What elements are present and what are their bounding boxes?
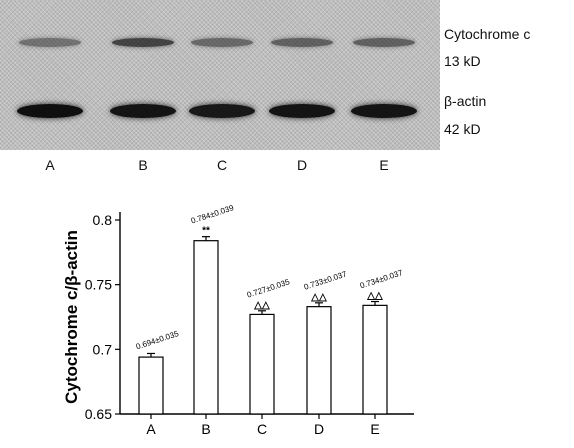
y-tick-label: 0.7: [93, 341, 113, 357]
y-axis-label: Cytochrome c/β-actin: [62, 230, 81, 404]
cytochrome-c-band: [353, 38, 415, 47]
blot-lane-label: B: [138, 157, 148, 173]
y-tick-label: 0.75: [85, 277, 112, 293]
bar: [193, 240, 219, 415]
y-tick-label: 0.65: [85, 406, 112, 422]
x-tick-label: C: [257, 421, 267, 437]
significance-marker: △△: [366, 291, 383, 302]
bar: [306, 306, 332, 415]
y-tick-label: 0.8: [93, 212, 113, 228]
x-tick-label: A: [146, 421, 156, 437]
cytochrome-c-band: [191, 38, 253, 47]
significance-marker: **: [202, 226, 210, 237]
cytochrome-c-size-label: 13 kD: [444, 53, 481, 69]
bar: [249, 313, 275, 415]
blot-lane-label: C: [216, 157, 228, 173]
beta-actin-band: [189, 104, 255, 118]
beta-actin-size-label: 42 kD: [444, 121, 481, 137]
cytochrome-c-band: [19, 38, 81, 47]
data-value-label: 0.694±0.035: [135, 329, 181, 351]
data-value-label: 0.734±0.037: [359, 268, 405, 290]
x-tick-label: E: [370, 421, 379, 437]
blot-lane-label: D: [296, 157, 308, 173]
x-tick-label: B: [201, 421, 210, 437]
blot-lane-label: A: [45, 157, 55, 173]
significance-marker: △△: [310, 292, 327, 303]
cytochrome-c-label: Cytochrome c: [444, 26, 531, 42]
data-value-label: 0.784±0.039: [190, 203, 236, 225]
beta-actin-label: β-actin: [444, 93, 487, 109]
bar: [362, 304, 388, 415]
beta-actin-band: [351, 104, 417, 118]
beta-actin-band: [17, 104, 83, 118]
blot-lane-label: E: [379, 157, 389, 173]
data-value-label: 0.727±0.035: [246, 277, 292, 299]
bar: [138, 356, 164, 415]
beta-actin-band: [269, 104, 335, 118]
cytochrome-c-band: [271, 38, 333, 47]
beta-actin-band: [110, 104, 176, 118]
significance-marker: △△: [253, 300, 270, 311]
x-tick-label: D: [314, 421, 324, 437]
western-blot-image: [0, 0, 440, 150]
cytochrome-c-band: [112, 38, 174, 47]
data-value-label: 0.733±0.037: [303, 269, 349, 291]
